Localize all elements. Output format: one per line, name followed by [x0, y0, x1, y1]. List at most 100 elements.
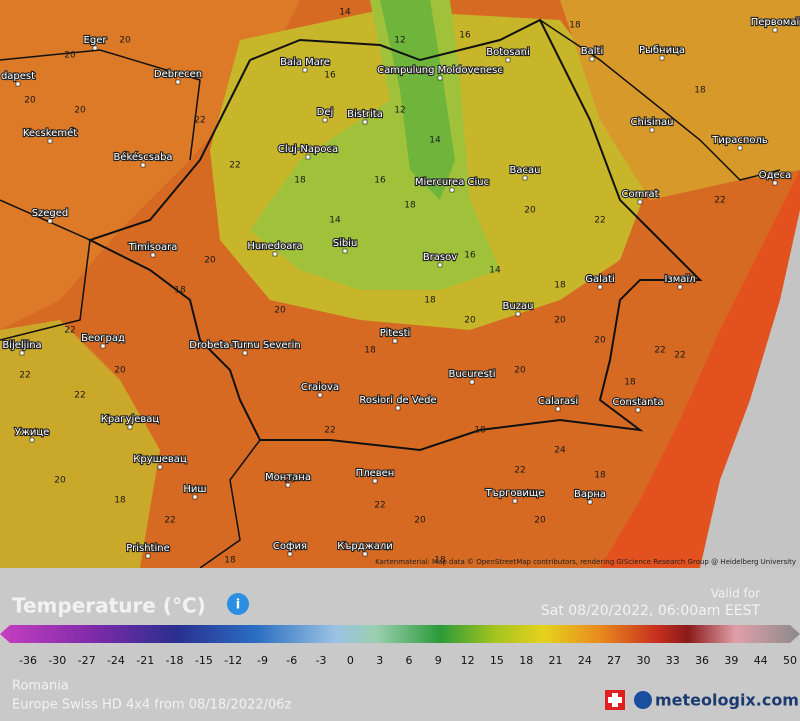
- city-label: Békéscsaba: [113, 151, 172, 163]
- scale-label: 50: [783, 654, 797, 667]
- brand[interactable]: meteologix.com: [655, 691, 799, 710]
- temperature-label: 18: [554, 281, 566, 291]
- temperature-label: 22: [64, 326, 75, 336]
- scale-label: -30: [48, 654, 66, 667]
- city-marker: [150, 252, 156, 258]
- city-label: Ужице: [15, 427, 50, 438]
- temperature-label: 16: [464, 251, 476, 261]
- city-label: Београд: [81, 333, 125, 344]
- scale-label: 39: [724, 654, 738, 667]
- city-marker: [505, 57, 511, 63]
- temperature-label: 22: [74, 391, 85, 401]
- city-marker: [597, 284, 603, 290]
- scale-label: -21: [136, 654, 154, 667]
- temperature-label: 18: [624, 378, 636, 388]
- city-marker: [47, 218, 53, 224]
- temperature-label: 20: [204, 256, 216, 266]
- temperature-label: 12: [394, 36, 405, 46]
- swiss-cross: [608, 693, 622, 707]
- city-label: Dej: [317, 107, 334, 118]
- city-marker: [342, 248, 348, 254]
- legend: Temperature (°C) i Valid for Sat 08/20/2…: [0, 568, 800, 717]
- city-marker: [589, 56, 595, 62]
- temperature-label: 20: [414, 516, 426, 526]
- city-marker: [772, 180, 778, 186]
- scale-label: -27: [78, 654, 96, 667]
- city-marker: [127, 424, 133, 430]
- temperature-label: 22: [164, 516, 175, 526]
- scale-label: 24: [578, 654, 592, 667]
- city-label: Rosiori de Vede: [359, 395, 436, 406]
- temperature-label: 18: [114, 496, 126, 506]
- city-label: Плевен: [356, 468, 395, 479]
- city-marker: [302, 67, 308, 73]
- city-marker: [362, 119, 368, 125]
- scale-label: 0: [347, 654, 354, 667]
- temperature-label: 18: [694, 86, 706, 96]
- scale-label: 36: [695, 654, 709, 667]
- temperature-label: 20: [54, 476, 66, 486]
- city-label: Brasov: [423, 252, 457, 263]
- city-marker: [140, 162, 146, 168]
- scale-label: 33: [666, 654, 680, 667]
- city-marker: [469, 379, 475, 385]
- city-marker: [362, 551, 368, 557]
- city-marker: [637, 199, 643, 205]
- city-marker: [19, 350, 25, 356]
- city-label: Drobeta-Turnu Severin: [189, 340, 300, 351]
- city-marker: [145, 553, 151, 559]
- city-label: Pitesti: [380, 328, 411, 339]
- temperature-label: 22: [229, 161, 240, 171]
- scale-label: 18: [519, 654, 533, 667]
- temperature-label: 18: [434, 556, 446, 566]
- temperature-label: 18: [474, 426, 486, 436]
- city-marker: [317, 392, 323, 398]
- info-icon[interactable]: [227, 593, 249, 615]
- high-mountains: [380, 0, 455, 200]
- temperature-label: 22: [674, 351, 685, 361]
- scale-label: -12: [224, 654, 242, 667]
- temperature-label: 22: [374, 501, 385, 511]
- city-label: Craiova: [301, 382, 339, 393]
- city-label: Timisoara: [128, 242, 178, 253]
- scale-label: 21: [549, 654, 563, 667]
- scale-label: 6: [406, 654, 413, 667]
- city-label: Chisinau: [631, 117, 674, 128]
- city-label: Sibiu: [333, 238, 358, 249]
- city-label: Bijeljina: [2, 340, 41, 351]
- city-marker: [395, 405, 401, 411]
- city-marker: [272, 251, 278, 257]
- city-marker: [649, 127, 655, 133]
- scale-label: 30: [636, 654, 650, 667]
- city-marker: [737, 145, 743, 151]
- region: Romania: [12, 679, 69, 694]
- brand-logo: [634, 691, 652, 709]
- city-marker: [512, 498, 518, 504]
- scale-label: -3: [316, 654, 327, 667]
- scale-label: -6: [286, 654, 297, 667]
- city-marker: [449, 187, 455, 193]
- temperature-label: 14: [429, 136, 441, 146]
- scale-label: -18: [166, 654, 184, 667]
- temperature-label: 18: [364, 346, 376, 356]
- city-marker: [392, 338, 398, 344]
- city-label: Miercurea Ciuc: [415, 177, 489, 188]
- temperature-label: 20: [114, 366, 126, 376]
- city-marker: [305, 154, 311, 160]
- city-marker: [372, 478, 378, 484]
- city-marker: [635, 407, 641, 413]
- city-label: dapest: [1, 71, 35, 82]
- temperature-label: 18: [424, 296, 436, 306]
- temperature-label: 14: [329, 216, 341, 226]
- city-label: Prishtine: [126, 543, 169, 554]
- city-label: Debrecen: [154, 69, 202, 80]
- temperature-label: 20: [64, 51, 76, 61]
- temperature-label: 14: [489, 266, 501, 276]
- temperature-label: 18: [404, 201, 416, 211]
- city-marker: [515, 311, 521, 317]
- city-marker: [522, 175, 528, 181]
- scale-label: 12: [461, 654, 475, 667]
- scale-label: 9: [435, 654, 442, 667]
- city-label: Тирасполь: [711, 135, 768, 146]
- city-label: Bucuresti: [449, 369, 496, 380]
